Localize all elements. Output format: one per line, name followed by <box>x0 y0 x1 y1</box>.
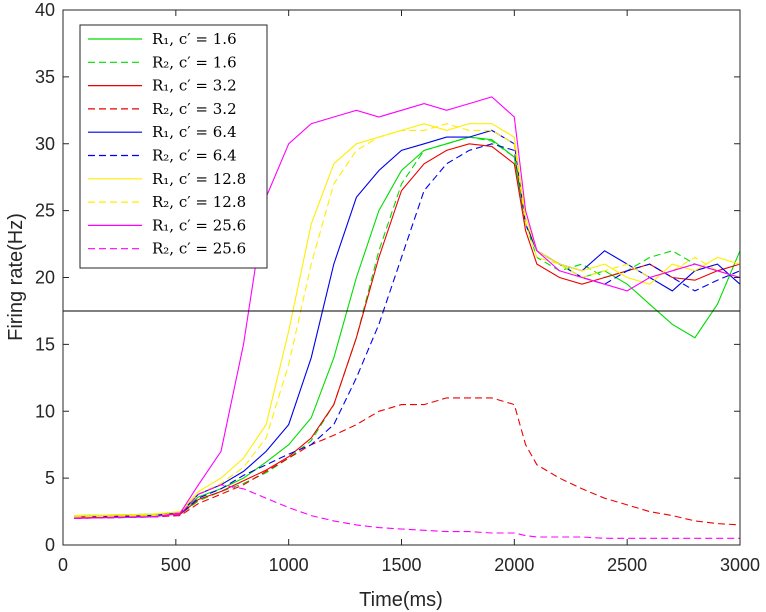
x-tick-label: 1500 <box>381 555 421 575</box>
y-tick-label: 0 <box>45 535 55 555</box>
y-tick-label: 15 <box>35 334 55 354</box>
series-line-8 <box>74 123 741 518</box>
y-tick-label: 30 <box>35 134 55 154</box>
legend-label: R₁, c′ = 3.2 <box>152 77 237 95</box>
series-layer <box>74 96 741 539</box>
series-line-2 <box>74 136 741 519</box>
y-tick-label: 35 <box>35 67 55 87</box>
y-tick-label: 5 <box>45 468 55 488</box>
x-tick-label: 0 <box>58 555 68 575</box>
legend-label: R₁, c′ = 1.6 <box>152 30 237 48</box>
series-line-4 <box>74 397 741 526</box>
x-tick-label: 2000 <box>494 555 534 575</box>
series-line-10 <box>74 484 740 539</box>
y-tick-label: 25 <box>35 201 55 221</box>
x-tick-label: 500 <box>161 555 191 575</box>
x-tick-label: 3000 <box>720 555 760 575</box>
legend: R₁, c′ = 1.6 R₂, c′ = 1.6 R₁, c′ = 3.2 R₂, … <box>79 24 268 269</box>
legend-label: R₂, c′ = 25.6 <box>152 240 246 258</box>
legend-label: R₂, c′ = 3.2 <box>152 100 237 118</box>
legend-label: R₂, c′ = 1.6 <box>152 53 237 71</box>
legend-label: R₁, c′ = 25.6 <box>152 216 246 234</box>
legend-label: R₁, c′ = 6.4 <box>152 123 237 141</box>
y-tick-label: 10 <box>35 401 55 421</box>
y-axis-label: Firing rate(Hz) <box>5 213 27 341</box>
x-axis-label: Time(ms) <box>359 589 443 611</box>
legend-label: R₁, c′ = 12.8 <box>152 170 246 188</box>
y-tick-label: 20 <box>35 268 55 288</box>
x-tick-label: 2500 <box>607 555 647 575</box>
axes-layer: 0 500 1000 1500 2000 2500 3000 0 5 10 15 20 25 30 35 40 <box>35 0 760 575</box>
legend-label: R₂, c′ = 6.4 <box>152 147 237 165</box>
series-line-7 <box>74 123 741 517</box>
x-tick-label: 1000 <box>269 555 309 575</box>
y-tick-label: 40 <box>35 0 55 20</box>
legend-box <box>79 24 268 269</box>
series-line-9 <box>74 96 741 519</box>
legend-label: R₂, c′ = 12.8 <box>152 193 246 211</box>
